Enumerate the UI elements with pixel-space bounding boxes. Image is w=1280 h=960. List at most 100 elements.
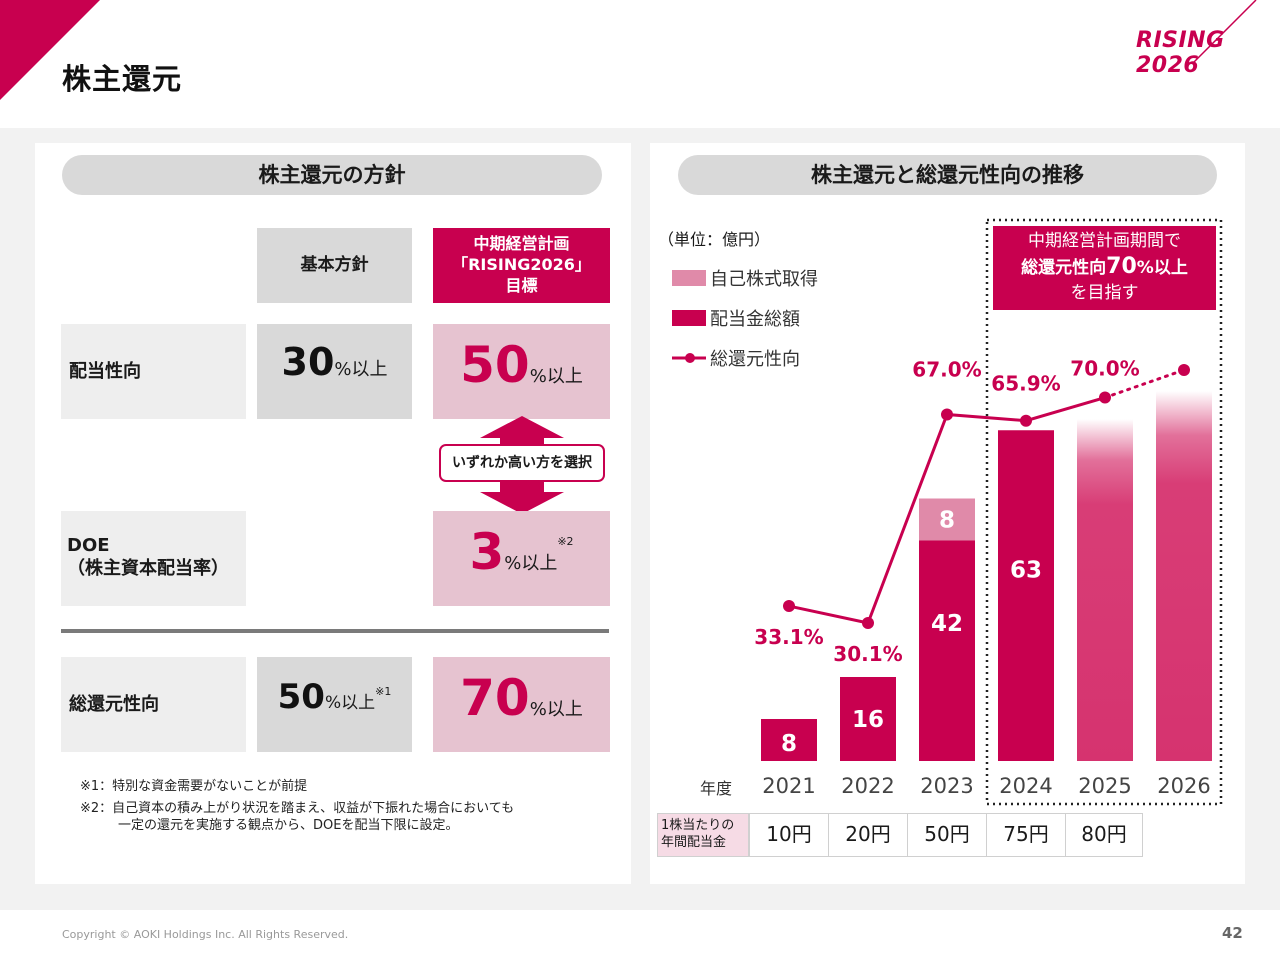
ratio-point-2025 — [1099, 391, 1111, 404]
callout-l3: を目指す — [1070, 283, 1139, 303]
total-return-target-value: 70%以上 — [433, 669, 610, 727]
dps-2024: 75円 — [986, 813, 1066, 857]
payout-ratio-target-cell — [433, 324, 610, 419]
ratio-point-2023 — [941, 408, 953, 421]
total-return-basic-unit: %以上 — [324, 693, 376, 713]
doe-label-l2: （株主資本配当率） — [67, 558, 229, 579]
chart-heading: 株主還元と総還元性向の推移 — [678, 155, 1217, 195]
total-return-target-num: 70 — [460, 669, 530, 727]
dps-label-cell: 1株当たりの 年間配当金 — [657, 813, 749, 857]
year-tick-2021: 2021 — [762, 774, 815, 798]
year-label: 年度 — [700, 779, 733, 798]
callout-l1: 中期経営計画期間で — [1028, 231, 1181, 251]
callout-l2a: 総還元性向 — [1021, 258, 1107, 278]
bar-dividend-2022 — [840, 677, 896, 761]
payout-ratio-target-num: 50 — [460, 336, 530, 394]
unit-label: （単位：億円） — [658, 230, 771, 249]
bar-dividend-2021 — [761, 719, 817, 761]
doe-label: DOE （株主資本配当率） — [67, 534, 229, 580]
year-tick-2026: 2026 — [1157, 774, 1210, 798]
bar-dividend-2024 — [998, 430, 1054, 761]
ratio-label-2023: 67.0% — [912, 358, 981, 382]
year-labels: 2021 2022 2023 2024 2025 2026 — [762, 774, 1210, 798]
total-return-basic-note: ※1 — [375, 685, 392, 698]
corner-accent — [0, 0, 100, 100]
ratio-label-2025: 70.0% — [1070, 357, 1139, 381]
legend-dividend-label: 配当金総額 — [710, 309, 800, 330]
payout-ratio-row-label-cell — [61, 324, 246, 419]
policy-heading: 株主還元の方針 — [62, 155, 602, 195]
bar-dividend-2023 — [919, 540, 975, 761]
callout-l2b: 70 — [1106, 254, 1137, 279]
logo: RISING 2026 — [1136, 28, 1225, 78]
legend-line-swatch — [672, 353, 706, 363]
target-header: 中期経営計画 「RISING2026」 目標 — [433, 228, 610, 303]
target-header-l1: 中期経営計画 — [473, 234, 570, 253]
plan-callout: 中期経営計画期間で 総還元性向70%以上 を目指す — [993, 226, 1216, 310]
doe-target-cell — [433, 511, 610, 606]
ratio-point-2024 — [1020, 414, 1032, 427]
bar-label-dividend-2023: 42 — [931, 611, 963, 637]
basic-policy-header: 基本方針 — [257, 228, 412, 303]
section-divider — [61, 629, 609, 633]
payout-ratio-basic-cell — [257, 324, 412, 419]
doe-target-note: ※2 — [557, 535, 574, 548]
bars-group: 8 16 42 8 63 — [761, 391, 1212, 761]
payout-ratio-target-unit: %以上 — [529, 366, 583, 387]
choice-box: いずれか高い方を選択 — [439, 444, 605, 482]
dps-2022: 20円 — [828, 813, 908, 857]
legend-dividend-swatch — [672, 310, 706, 326]
payout-ratio-basic-num: 30 — [281, 340, 335, 384]
logo-slash — [1191, 0, 1257, 65]
note-2: ※2：自己資本の積み上がり状況を踏まえ、収益が下振れた場合においても 一定の還元… — [80, 800, 514, 834]
payout-ratio-basic-unit: %以上 — [334, 359, 388, 380]
ratio-line-projected — [1103, 368, 1186, 400]
total-return-target-cell — [433, 657, 610, 752]
target-header-l3: 目標 — [505, 276, 538, 295]
year-tick-2025: 2025 — [1078, 774, 1131, 798]
note-2-l2: 一定の還元を実施する観点から、DOEを配当下限に設定。 — [118, 818, 459, 833]
legend-buyback-swatch — [672, 270, 706, 286]
bar-label-dividend-2021: 8 — [781, 731, 797, 757]
dps-label-l2: 年間配当金 — [661, 835, 727, 850]
total-return-basic-cell — [257, 657, 412, 752]
ratio-label-2022: 30.1% — [833, 642, 902, 666]
ratio-label-2024: 65.9% — [991, 372, 1060, 396]
page-number: 42 — [1222, 924, 1243, 942]
payout-ratio-target-value: 50%以上 — [433, 336, 610, 394]
bar-label-dividend-2022: 16 — [852, 707, 884, 733]
legend-line-label: 総還元性向 — [710, 349, 800, 370]
dps-2023: 50円 — [907, 813, 987, 857]
year-tick-2023: 2023 — [920, 774, 973, 798]
total-return-target-unit: %以上 — [529, 699, 583, 720]
year-tick-2024: 2024 — [999, 774, 1052, 798]
note-1: ※1：特別な資金需要がないことが前提 — [80, 779, 308, 794]
plan-period-box — [985, 218, 1223, 806]
doe-target-num: 3 — [469, 523, 505, 581]
bar-label-dividend-2024: 63 — [1010, 558, 1042, 584]
target-header-l2: 「RISING2026」 — [452, 255, 591, 274]
ratio-label-2021: 33.1% — [754, 625, 823, 649]
bar-buyback-2023 — [919, 498, 975, 541]
total-return-basic-value: 50%以上※1 — [257, 677, 412, 717]
header — [0, 0, 1280, 128]
ratio-point-2021 — [783, 600, 795, 613]
basic-policy-label: 基本方針 — [300, 255, 369, 275]
dps-label-l1: 1株当たりの — [661, 818, 735, 833]
payout-ratio-basic-value: 30%以上 — [257, 340, 412, 384]
bar-label-buyback-2023: 8 — [939, 508, 955, 534]
ratio-point-2022 — [862, 616, 874, 629]
footer — [0, 910, 1280, 960]
page-title: 株主還元 — [62, 62, 183, 96]
choice-label: いずれか高い方を選択 — [452, 455, 592, 471]
bar-projected-2026 — [1156, 391, 1212, 761]
ratio-point-2026 — [1178, 364, 1190, 376]
doe-target-value: 3%以上 ※2 — [433, 523, 610, 581]
doe-target-unit: %以上 — [504, 553, 558, 574]
year-tick-2022: 2022 — [841, 774, 894, 798]
legend-buyback-label: 自己株式取得 — [710, 269, 818, 290]
total-return-row-label-cell — [61, 657, 246, 752]
total-return-label: 総還元性向 — [69, 694, 159, 715]
callout-l2c: %以上 — [1136, 258, 1188, 278]
